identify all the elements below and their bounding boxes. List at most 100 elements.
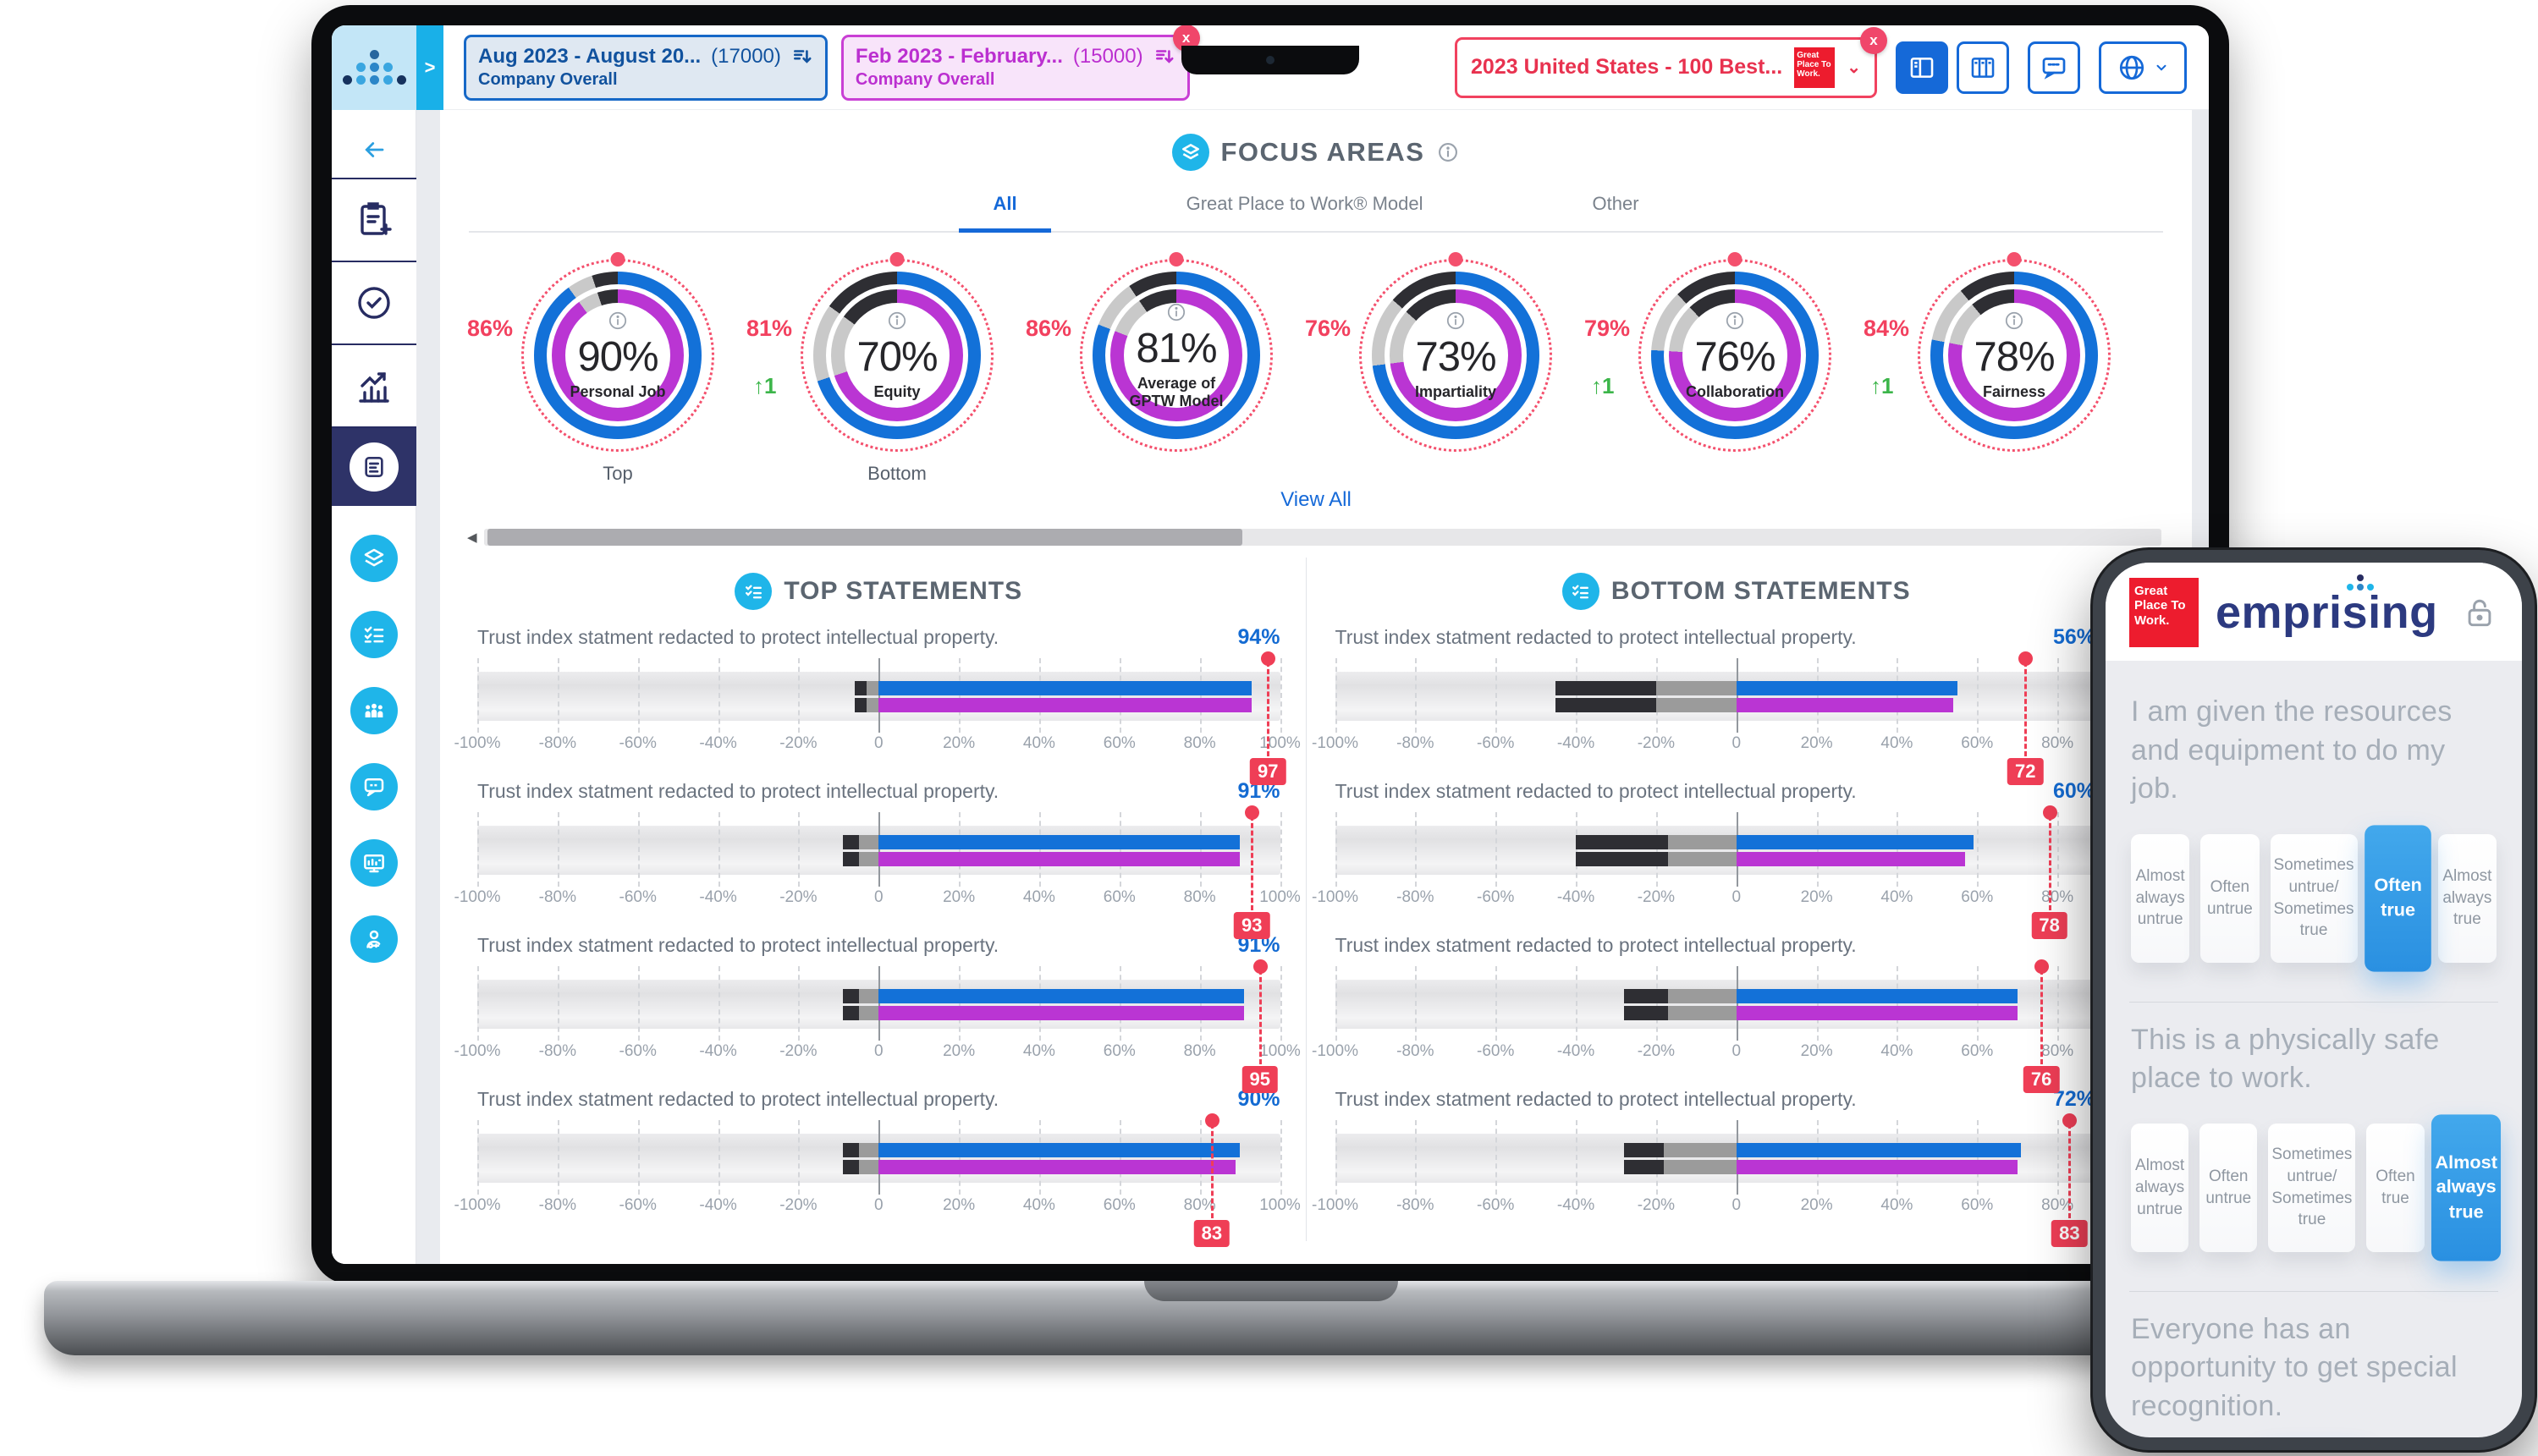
layers-icon — [1181, 144, 1199, 160]
axis-gridline — [798, 812, 801, 887]
answer-options: Almost always untrue Often untrue Sometime… — [2131, 825, 2497, 972]
sidebar-item-history[interactable] — [332, 262, 416, 345]
negative-black-segment — [1555, 698, 1656, 712]
benchmark-value: 79% — [1584, 316, 1631, 341]
axis-tick-label: 80% — [2041, 1196, 2074, 1214]
sidebar-item-reports[interactable] — [350, 839, 398, 887]
survey-chip-subtitle: Company Overall — [855, 70, 995, 89]
sidebar-item-focus-areas[interactable] — [350, 535, 398, 582]
purple-score-bar — [878, 852, 1241, 866]
sidebar-item-analytics[interactable] — [332, 345, 416, 428]
answer-option[interactable]: Often untrue — [2199, 1123, 2258, 1252]
sidebar-item-statements-active[interactable] — [332, 428, 416, 506]
language-selector[interactable] — [2099, 41, 2187, 94]
lock-icon — [2468, 599, 2491, 627]
answer-option[interactable]: Sometimes untrue/ Sometimes true — [2270, 833, 2358, 963]
info-icon[interactable] — [1445, 310, 1467, 332]
info-icon[interactable] — [1436, 140, 1460, 164]
answer-option[interactable]: Sometimes untrue/ Sometimes true — [2268, 1123, 2356, 1252]
donut-chart[interactable]: 81% Average of GPTW Model — [1080, 252, 1273, 452]
donut-chart[interactable]: 73% Impartiality — [1359, 252, 1552, 452]
axis-gridline — [1199, 966, 1202, 1041]
axis-tick-label: 20% — [943, 1042, 976, 1060]
info-icon[interactable] — [886, 310, 908, 332]
focus-area-donut-4: 76% 73% Impartiality — [1305, 252, 1583, 486]
sidebar-back-button[interactable] — [357, 129, 391, 178]
purple-score-bar — [1736, 852, 1966, 866]
negative-black-segment — [842, 1006, 859, 1020]
benchmark-badge: 95 — [1241, 1066, 1279, 1093]
sidebar-expand-button[interactable]: > — [416, 25, 443, 110]
statement-label: Trust index statment redacted to protect… — [477, 626, 999, 648]
answer-option-selected[interactable]: Almost always true — [2431, 1114, 2502, 1261]
answer-option[interactable]: Often untrue — [2200, 833, 2260, 963]
axis-gridline — [959, 1120, 961, 1195]
split-view-button[interactable] — [1896, 41, 1948, 94]
sidebar-item-access[interactable] — [350, 915, 398, 963]
donut-score: 73% — [1415, 334, 1496, 381]
axis-tick-label: -20% — [1637, 1196, 1676, 1214]
axis-tick-label: 100% — [1259, 888, 1301, 906]
horizontal-scrollbar-thumb[interactable] — [487, 529, 1242, 546]
tab-gptw-model[interactable]: Great Place to Work® Model — [1186, 193, 1423, 214]
sidebar-item-new-survey[interactable] — [332, 179, 416, 262]
marker-dot — [1245, 805, 1260, 820]
remove-benchmark-button[interactable]: x — [1860, 26, 1887, 54]
benchmark-selector[interactable]: x 2023 United States - 100 Best... Great… — [1455, 26, 1887, 98]
sidebar-item-demographics[interactable] — [350, 687, 398, 734]
axis-gridline — [1415, 658, 1418, 733]
emprising-dots-logo-icon — [342, 50, 406, 85]
phone-screen: Great Place To Work. emprising I am give… — [2106, 563, 2522, 1437]
benchmark-badge: 72 — [2007, 758, 2044, 785]
answer-option[interactable]: Almost always untrue — [2131, 833, 2190, 963]
marker-dot — [2042, 805, 2057, 820]
scroll-left-arrow[interactable]: ◀ — [467, 530, 477, 545]
axis-gridline — [1119, 658, 1121, 733]
info-icon[interactable] — [2003, 310, 2025, 332]
gptw-logo: Great Place To Work. — [2129, 578, 2199, 647]
axis-tick-label: -40% — [1556, 1042, 1595, 1060]
bar-track: 76 — [1335, 959, 2139, 1093]
blue-score-bar — [878, 681, 1252, 695]
donut-chart[interactable]: 76% Collaboration — [1638, 252, 1831, 452]
axis-tick-label: -80% — [1396, 1042, 1434, 1060]
focus-areas-icon — [1171, 134, 1209, 171]
bottom-statements-icon — [1561, 573, 1599, 610]
comments-button[interactable] — [2028, 41, 2080, 94]
survey-chip-primary[interactable]: Aug 2023 - August 20... (17000) Company … — [464, 34, 828, 101]
user-key-icon — [366, 930, 380, 949]
purple-score-bar — [878, 698, 1252, 712]
info-icon[interactable] — [1165, 301, 1187, 323]
axis-labels: -100% -80% -60% -40% -20% 0 20% 40% 60% 80% 100% — [454, 734, 1301, 765]
statement-bar-chart: 72-100%-80%-60%-40%-20%020%40%60%80%100% — [1312, 651, 2158, 785]
answer-option[interactable]: Often true — [2366, 1123, 2425, 1252]
negative-gray-segment — [858, 852, 879, 866]
sidebar-item-comments[interactable] — [350, 763, 398, 810]
axis-gridline — [2057, 1120, 2060, 1195]
bottom-statements-rows: Trust index statment redacted to protect… — [1312, 625, 2158, 1247]
answer-option[interactable]: Almost always true — [2437, 833, 2497, 963]
rank-delta: ↑1 — [753, 373, 777, 398]
column-view-button[interactable] — [1957, 41, 2009, 94]
view-all-link[interactable]: View All — [1280, 488, 1352, 511]
answer-option[interactable]: Almost always untrue — [2131, 1123, 2189, 1252]
axis-gridline — [1576, 658, 1578, 733]
axis-tick-label: 80% — [1183, 1042, 1216, 1060]
donut-chart[interactable]: 70% Equity — [801, 252, 994, 452]
survey-chip-comparison[interactable]: x Feb 2023 - February... (15000) Company… — [840, 25, 1200, 101]
tab-all[interactable]: All — [959, 193, 1051, 233]
tab-other[interactable]: Other — [1592, 193, 1639, 214]
split-view-icon — [1910, 57, 1934, 78]
sidebar-item-statement-list[interactable] — [350, 611, 398, 658]
donut-chart[interactable]: 90% Personal Job — [521, 252, 714, 452]
people-icon — [365, 703, 383, 717]
sidebar-top-group — [332, 178, 416, 428]
answer-option-selected[interactable]: Often true — [2364, 825, 2431, 972]
info-icon[interactable] — [1724, 310, 1746, 332]
info-icon[interactable] — [607, 310, 629, 332]
survey-chip-title: Feb 2023 - February... — [855, 45, 1063, 68]
statement-label: Trust index statment redacted to protect… — [1335, 626, 1857, 648]
benchmark-dot — [1169, 252, 1184, 266]
donut-chart[interactable]: 78% Fairness — [1918, 252, 2111, 452]
axis-tick-label: 100% — [1259, 734, 1301, 752]
